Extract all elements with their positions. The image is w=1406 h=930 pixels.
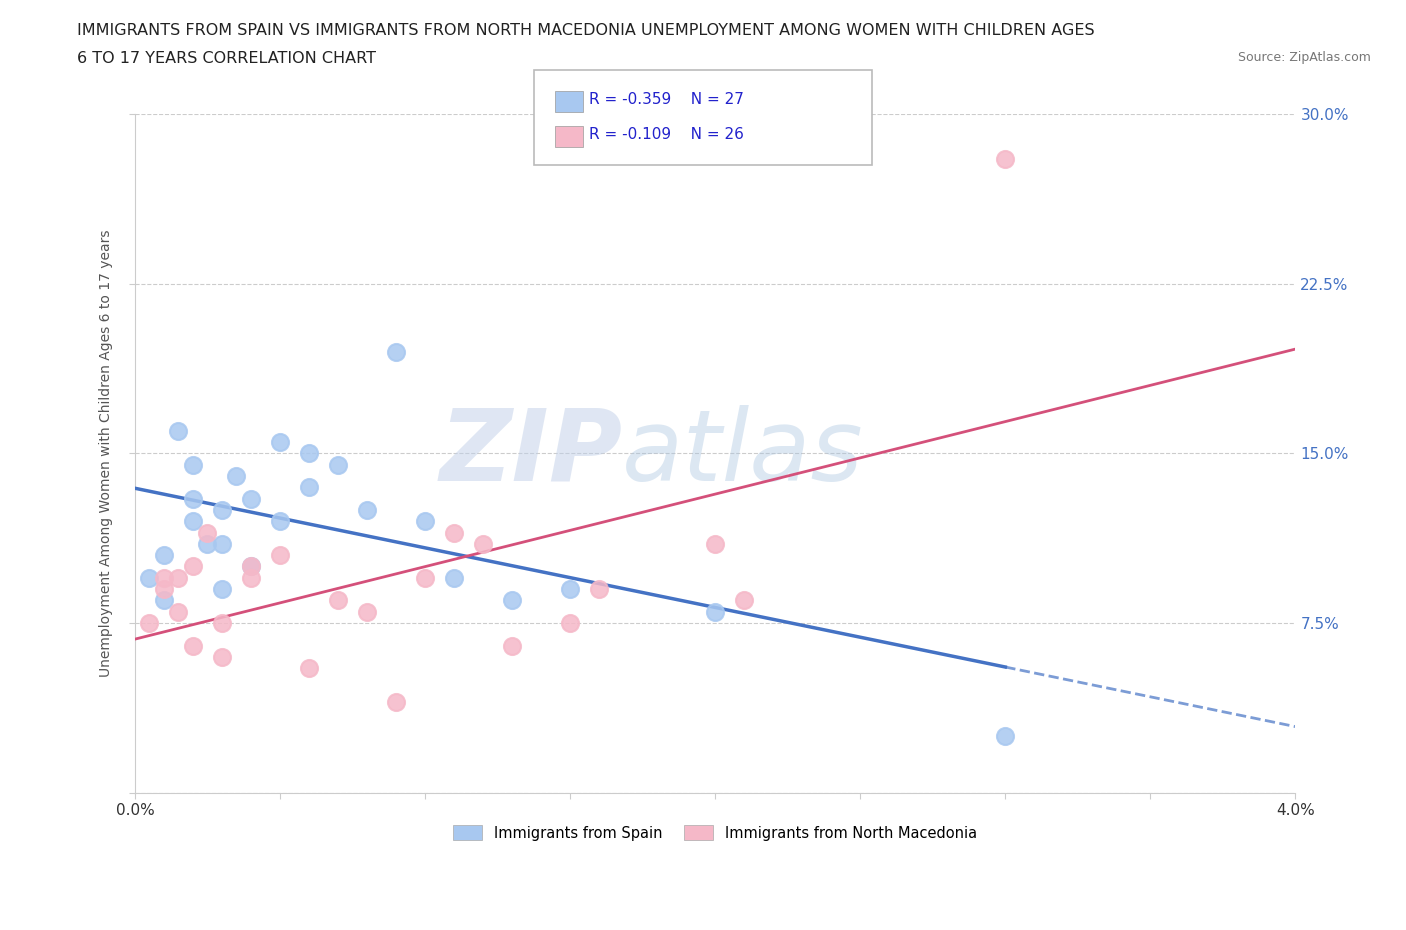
Point: [413, 513, 436, 528]
Point: [298, 445, 321, 460]
Point: [153, 570, 176, 585]
Point: [181, 491, 204, 506]
Point: [181, 458, 204, 472]
Point: [443, 525, 465, 540]
Point: [239, 570, 262, 585]
Point: [153, 593, 176, 608]
Point: [138, 616, 160, 631]
Y-axis label: Unemployment Among Women with Children Ages 6 to 17 years: Unemployment Among Women with Children A…: [100, 230, 114, 677]
Text: ZIP: ZIP: [439, 405, 623, 502]
Text: R = -0.109    N = 26: R = -0.109 N = 26: [589, 127, 744, 142]
Point: [269, 434, 291, 449]
Point: [385, 344, 408, 359]
Point: [733, 593, 755, 608]
Point: [443, 570, 465, 585]
Point: [558, 616, 581, 631]
Point: [356, 502, 378, 517]
Point: [167, 570, 190, 585]
Point: [298, 480, 321, 495]
Point: [211, 502, 233, 517]
Point: [413, 570, 436, 585]
Point: [994, 729, 1017, 744]
Point: [239, 491, 262, 506]
Point: [269, 548, 291, 563]
Point: [153, 581, 176, 596]
Text: R = -0.359    N = 27: R = -0.359 N = 27: [589, 92, 744, 107]
Point: [269, 513, 291, 528]
Point: [181, 513, 204, 528]
Point: [211, 537, 233, 551]
Point: [704, 537, 727, 551]
Text: IMMIGRANTS FROM SPAIN VS IMMIGRANTS FROM NORTH MACEDONIA UNEMPLOYMENT AMONG WOME: IMMIGRANTS FROM SPAIN VS IMMIGRANTS FROM…: [77, 23, 1095, 38]
Point: [356, 604, 378, 619]
Point: [239, 559, 262, 574]
Point: [211, 649, 233, 664]
Point: [385, 695, 408, 710]
Point: [167, 423, 190, 438]
Point: [558, 581, 581, 596]
Point: [197, 525, 219, 540]
Point: [211, 581, 233, 596]
Point: [501, 638, 523, 653]
Legend: Immigrants from Spain, Immigrants from North Macedonia: Immigrants from Spain, Immigrants from N…: [447, 819, 983, 846]
Point: [994, 152, 1017, 166]
Point: [197, 537, 219, 551]
Point: [472, 537, 495, 551]
Text: Source: ZipAtlas.com: Source: ZipAtlas.com: [1237, 51, 1371, 64]
Point: [704, 604, 727, 619]
Point: [326, 458, 349, 472]
Point: [326, 593, 349, 608]
Text: atlas: atlas: [623, 405, 863, 502]
Text: 6 TO 17 YEARS CORRELATION CHART: 6 TO 17 YEARS CORRELATION CHART: [77, 51, 377, 66]
Point: [298, 661, 321, 676]
Point: [501, 593, 523, 608]
Point: [167, 604, 190, 619]
Point: [211, 616, 233, 631]
Point: [239, 559, 262, 574]
Point: [181, 559, 204, 574]
Point: [153, 548, 176, 563]
Point: [588, 581, 610, 596]
Point: [138, 570, 160, 585]
Point: [225, 469, 247, 484]
Point: [181, 638, 204, 653]
